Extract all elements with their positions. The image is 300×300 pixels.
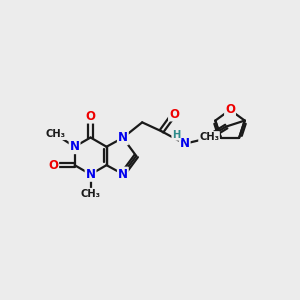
Text: N: N	[70, 140, 80, 153]
Text: CH₃: CH₃	[199, 132, 219, 142]
Text: O: O	[169, 107, 179, 121]
Text: CH₃: CH₃	[45, 129, 65, 139]
Text: H: H	[172, 130, 181, 140]
Text: O: O	[48, 159, 58, 172]
Text: N: N	[118, 131, 128, 144]
Text: N: N	[85, 168, 96, 181]
Text: O: O	[225, 103, 235, 116]
Text: N: N	[118, 168, 128, 181]
Text: N: N	[202, 132, 212, 145]
Text: N: N	[180, 137, 190, 150]
Text: O: O	[85, 110, 96, 123]
Text: CH₃: CH₃	[81, 189, 100, 199]
